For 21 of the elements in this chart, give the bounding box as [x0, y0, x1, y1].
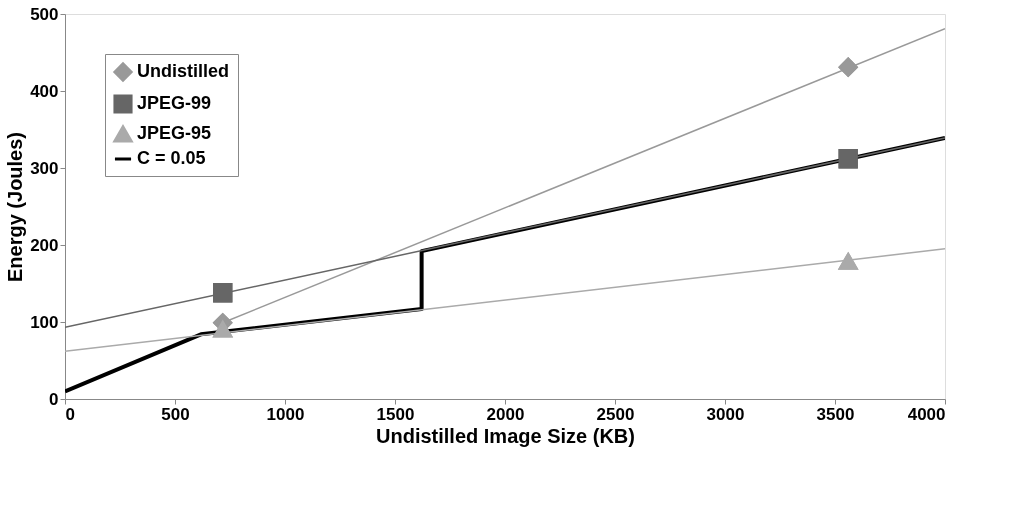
y-tick-label: 400: [30, 81, 59, 101]
x-tick-label: 3500: [816, 404, 855, 424]
x-tick-label: 4000: [907, 404, 946, 424]
x-tick-label: 500: [161, 404, 190, 424]
legend-label: JPEG-95: [137, 123, 212, 143]
y-axis-title: Energy (Joules): [4, 131, 27, 283]
y-tick-label: 200: [30, 235, 59, 255]
legend-label: JPEG-99: [137, 93, 212, 113]
x-axis-title: Undistilled Image Size (KB): [376, 424, 635, 447]
x-tick-label: 2000: [486, 404, 525, 424]
x-tick-label: 3000: [706, 404, 745, 424]
x-tick-label: 0: [65, 404, 75, 424]
legend-label: C = 0.05: [137, 148, 206, 168]
x-tick-label: 1000: [266, 404, 305, 424]
y-tick-label: 0: [49, 389, 59, 409]
x-tick-label: 2500: [596, 404, 635, 424]
legend-label: Undistilled: [137, 61, 230, 81]
y-tick-label: 300: [30, 158, 59, 178]
x-tick-label: 1500: [376, 404, 415, 424]
y-tick-label: 500: [30, 4, 59, 24]
y-tick-label: 100: [30, 312, 59, 332]
